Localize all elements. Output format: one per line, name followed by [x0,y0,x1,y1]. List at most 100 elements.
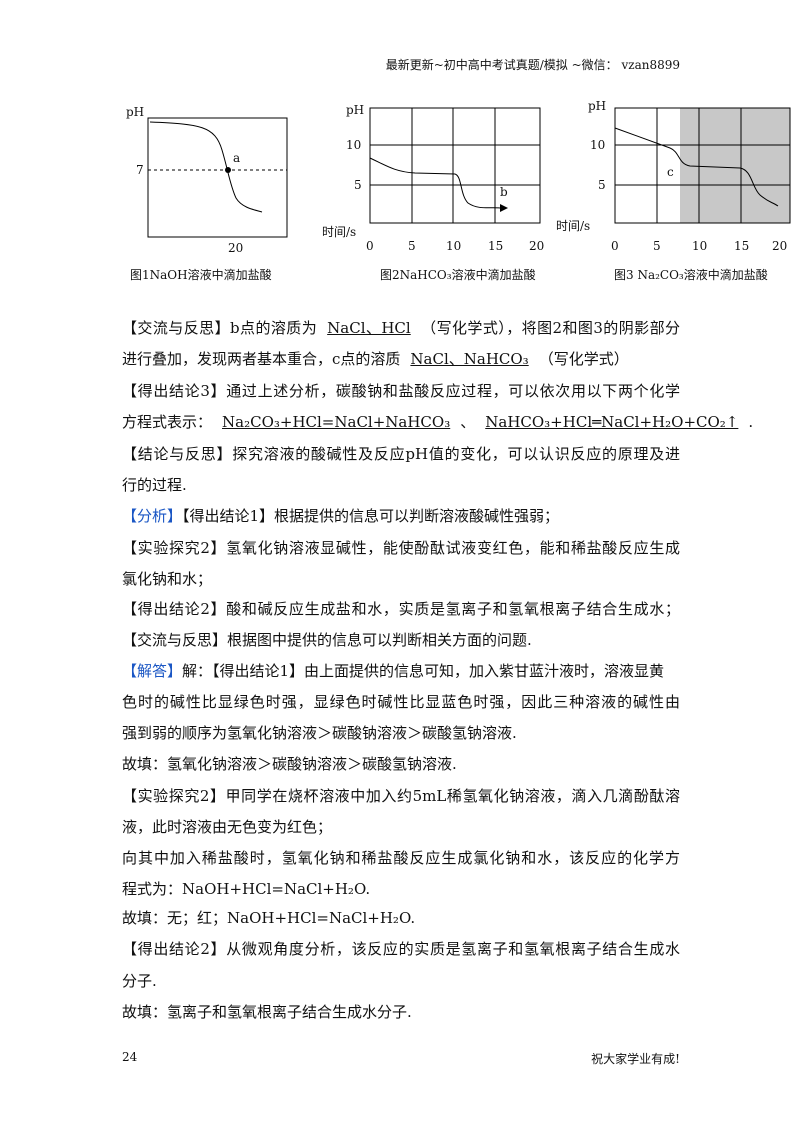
text-line: 【交流与反思】根据图中提供的信息可以判断相关方面的问题. [122,630,680,650]
figure-2: pH 10 5 时间/s 0 5 10 15 20 b 图2NaHCO₃溶液中滴… [322,103,544,282]
text: 故填：氢氧化钠溶液＞碳酸钠溶液＞碳酸氢钠溶液. [122,755,457,773]
text-line: 【得出结论3】通过上述分析，碳酸钠和盐酸反应过程，可以依次用以下两个化学 [122,381,680,401]
text-line: 向其中加入稀盐酸时，氢氧化钠和稀盐酸反应生成氯化钠和水，该反应的化学方 [122,848,680,868]
y-tick-label: 7 [136,163,144,177]
x-tick-label: 20 [772,239,787,253]
text-line: 色时的碱性比显绿色时强，显绿色时碱性比显蓝色时强，因此三种溶液的碱性由 [122,692,680,712]
point-label: b [500,185,508,199]
x-tick-label: 5 [408,239,416,253]
text-line: 分子. [122,971,680,991]
text: 【得出结论2】酸和碱反应生成盐和水，实质是氢离子和氢氧根离子结合生成水； [122,600,680,618]
figure-1: pH 7 a 20 图1NaOH溶液中滴加盐酸 [126,105,288,282]
text-line: 进行叠加，发现两者基本重合，c点的溶质 NaCl、NaHCO₃ （写化学式） [122,349,680,369]
text-line: 【结论与反思】探究溶液的酸碱性及反应pH值的变化，可以认识反应的原理及进 [122,444,680,464]
axes-box [369,107,541,224]
page-number: 24 [122,1050,138,1064]
text-line: 行的过程. [122,475,680,495]
text-line: 【实验探究2】氢氧化钠溶液显碱性，能使酚酞试液变红色，能和稀盐酸反应生成 [122,538,680,558]
point-label: c [667,165,674,179]
x-tick-label: 20 [529,239,544,253]
shaded-region [680,108,790,223]
axes-box [614,107,791,224]
text: 色时的碱性比显绿色时强，显绿色时碱性比显蓝色时强，因此三种溶液的碱性由 [122,693,680,711]
text-line: 程式为：NaOH+HCl=NaCl+H₂O. [122,879,680,899]
answer: NaCl、NaHCO₃ [410,350,529,368]
figure-3: pH 10 5 时间/s 0 5 10 15 20 c 图3 Na₂CO₃溶液中… [556,99,791,282]
text: 分子. [122,972,157,990]
text-line: 液，此时溶液由无色变为红色； [122,817,680,837]
y-tick-label: 10 [346,138,361,152]
text: （写化学式） [538,350,629,368]
caption: 图3 Na₂CO₃溶液中滴加盐酸 [614,267,768,282]
x-tick-label: 10 [446,239,461,253]
text-line: 【得出结论2】从微观角度分析，该反应的实质是氢离子和氢氧根离子结合生成水 [122,939,680,959]
section-tag: 【分析】 [122,507,183,525]
x-tick-label: 15 [488,239,503,253]
y-axis-label: pH [126,105,144,119]
text: 程式为：NaOH+HCl=NaCl+H₂O. [122,880,371,898]
text-line: 强到弱的顺序为氢氧化钠溶液＞碳酸钠溶液＞碳酸氢钠溶液. [122,723,680,743]
answer: NaCl、HCl [327,319,411,337]
text: （写化学式），将图2和图3的阴影部分 [420,319,680,337]
page-header: 最新更新~初中高中考试真题/模拟 ~微信： vzan8899 [385,58,680,72]
text: 、 [460,413,476,431]
text-line: 【实验探究2】甲同学在烧杯溶液中加入约5mL稀氢氧化钠溶液，滴入几滴酚酞溶 [122,786,680,806]
text: 强到弱的顺序为氢氧化钠溶液＞碳酸钠溶液＞碳酸氢钠溶液. [122,724,517,742]
text-line: 【交流与反思】b点的溶质为 NaCl、HCl （写化学式），将图2和图3的阴影部分 [122,318,680,338]
curve [614,127,779,207]
caption: 图2NaHCO₃溶液中滴加盐酸 [380,267,536,282]
text-line: 【分析】【得出结论1】根据提供的信息可以判断溶液酸碱性强弱； [122,506,680,526]
caption: 图1NaOH溶液中滴加盐酸 [130,267,272,282]
figures: pH 7 a 20 图1NaOH溶液中滴加盐酸 pH 10 5 时间/s 0 5… [126,99,791,282]
text: 【结论与反思】探究溶液的酸碱性及反应pH值的变化，可以认识反应的原理及进 [122,445,680,463]
text: 【得出结论2】从微观角度分析，该反应的实质是氢离子和氢氧根离子结合生成水 [122,940,680,958]
text: 行的过程. [122,476,187,494]
text: 【得出结论1】根据提供的信息可以判断溶液酸碱性强弱； [182,507,560,525]
text-line: 氯化钠和水； [122,569,680,589]
y-tick-label: 10 [590,138,605,152]
text-line: 【得出结论2】酸和碱反应生成盐和水，实质是氢离子和氢氧根离子结合生成水； [122,599,680,619]
arrow [500,204,508,212]
text-line: 故填：无；红；NaOH+HCl=NaCl+H₂O. [122,908,680,928]
text: 【交流与反思】根据图中提供的信息可以判断相关方面的问题. [122,631,532,649]
answer: NaHCO₃+HCl═NaCl+H₂O+CO₂↑ [485,413,739,431]
section-tag: 【解答】 [122,662,183,680]
x-tick-label: 10 [692,239,707,253]
answer: Na₂CO₃+HCl=NaCl+NaHCO₃ [222,413,451,431]
x-tick-label: 15 [734,239,749,253]
y-tick-label: 5 [354,178,362,192]
y-axis-label: pH [588,99,606,113]
x-tick-label: 20 [228,241,243,255]
curve [149,121,263,213]
text: 向其中加入稀盐酸时，氢氧化钠和稀盐酸反应生成氯化钠和水，该反应的化学方 [122,849,680,867]
text: 故填：无；红；NaOH+HCl=NaCl+H₂O. [122,909,416,927]
text: 【交流与反思】b点的溶质为 [122,319,318,337]
text: 解：【得出结论1】由上面提供的信息可知，加入紫甘蓝汁液时，溶液显黄 [182,662,665,680]
text: 氯化钠和水； [122,570,213,588]
y-axis-label: pH [346,103,364,117]
x-tick-label: 5 [653,239,661,253]
x-axis-label: 时间/s [322,225,356,239]
text: 【实验探究2】甲同学在烧杯溶液中加入约5mL稀氢氧化钠溶液，滴入几滴酚酞溶 [122,787,680,805]
axes-box [147,117,288,238]
text: 【得出结论3】通过上述分析，碳酸钠和盐酸反应过程，可以依次用以下两个化学 [122,382,680,400]
point-label: a [233,151,240,165]
y-tick-label: 5 [598,178,606,192]
x-tick-label: 0 [611,239,619,253]
text: . [748,413,754,431]
text-line: 【解答】解：【得出结论1】由上面提供的信息可知，加入紫甘蓝汁液时，溶液显黄 [122,661,680,681]
text: 进行叠加，发现两者基本重合，c点的溶质 [122,350,401,368]
text-line: 故填：氢氧化钠溶液＞碳酸钠溶液＞碳酸氢钠溶液. [122,754,680,774]
x-tick-label: 0 [366,239,374,253]
text-line: 方程式表示： Na₂CO₃+HCl=NaCl+NaHCO₃ 、 NaHCO₃+HCl═… [122,412,753,432]
x-axis-label: 时间/s [556,219,590,233]
text: 【实验探究2】氢氧化钠溶液显碱性，能使酚酞试液变红色，能和稀盐酸反应生成 [122,539,680,557]
text-line: 故填：氢离子和氢氧根离子结合生成水分子. [122,1002,680,1022]
curve [369,157,501,209]
text: 故填：氢离子和氢氧根离子结合生成水分子. [122,1003,412,1021]
text: 方程式表示： [122,413,213,431]
text: 液，此时溶液由无色变为红色； [122,818,333,836]
footer-motto: 祝大家学业有成! [591,1052,680,1066]
point [225,167,231,173]
